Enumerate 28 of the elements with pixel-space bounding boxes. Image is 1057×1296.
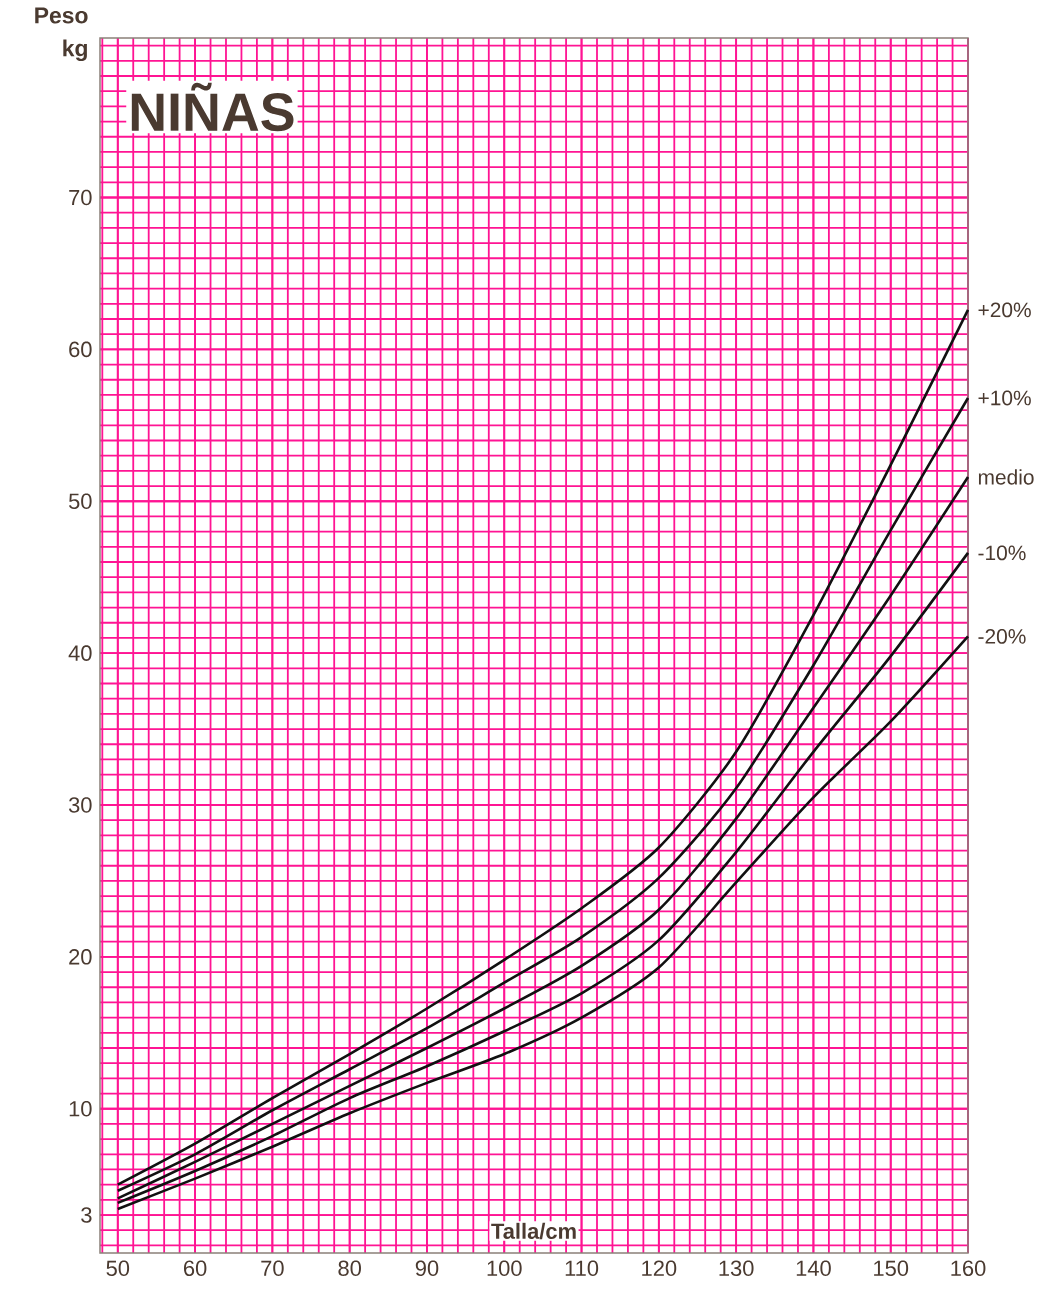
series-label: -10% [978, 545, 1026, 561]
x-tick-label: 150 [874, 1260, 909, 1277]
x-tick-label: 160 [951, 1260, 986, 1277]
series-label: -20% [978, 629, 1026, 644]
x-tick-label: 110 [565, 1260, 599, 1277]
text: NIÑAS [131, 82, 294, 132]
y-tick-label: 40 [68, 645, 92, 661]
x-tick-label: 60 [183, 1260, 207, 1277]
x-tick-label: 140 [796, 1260, 831, 1277]
series-label: +20% [978, 302, 1031, 318]
x-tick-label: 80 [338, 1260, 361, 1277]
y-axis-title: Peso kg [35, 7, 88, 61]
x-tick-label: 100 [487, 1260, 522, 1277]
y-tick-label: 20 [69, 949, 92, 965]
x-tick-label: 90 [415, 1260, 439, 1277]
y-tick-label: 30 [68, 797, 92, 813]
x-tick-label: 50 [106, 1260, 130, 1277]
y-tick-label: 70 [69, 189, 92, 206]
x-tick-label: 70 [261, 1260, 284, 1277]
y-tick-label: 60 [69, 341, 92, 358]
x-tick-label: 120 [642, 1260, 677, 1277]
y-tick-label: 10 [69, 1100, 92, 1117]
x-axis-title: Talla/cm [491, 1222, 576, 1240]
x-tick-label: 130 [719, 1260, 754, 1277]
y-tick-label: 3 [81, 1207, 92, 1223]
series-label: medio [978, 469, 1034, 485]
series-label: +10% [978, 390, 1031, 406]
y-tick-label: 50 [68, 493, 92, 510]
